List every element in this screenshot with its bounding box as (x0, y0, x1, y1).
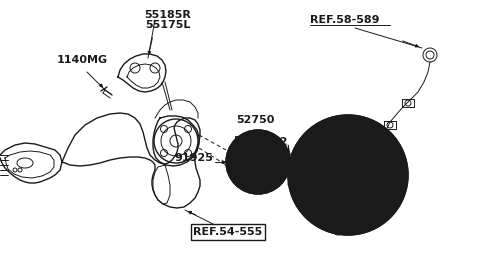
Text: 52750: 52750 (236, 115, 274, 125)
Circle shape (375, 188, 387, 200)
Circle shape (226, 130, 290, 194)
Circle shape (323, 202, 335, 214)
Text: 55175L: 55175L (145, 20, 191, 30)
Text: 1140MG: 1140MG (57, 55, 108, 65)
Circle shape (288, 115, 408, 235)
Text: REF.58-589: REF.58-589 (310, 15, 380, 25)
Circle shape (361, 136, 373, 148)
Circle shape (309, 150, 321, 162)
Text: 91925: 91925 (174, 153, 213, 163)
Circle shape (318, 145, 378, 205)
Text: REF.54-555: REF.54-555 (193, 227, 263, 237)
Text: 52752: 52752 (249, 137, 287, 147)
Text: 55185R: 55185R (144, 10, 192, 20)
